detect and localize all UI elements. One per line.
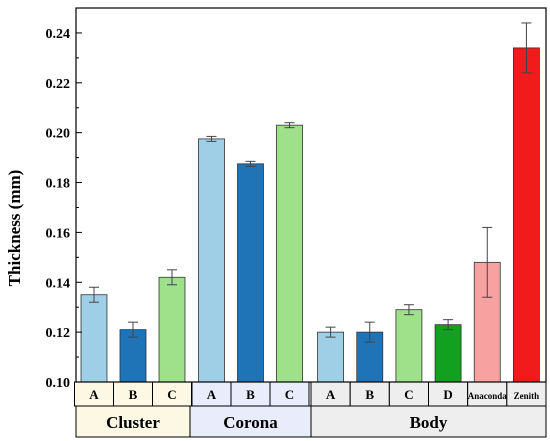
category-label: A: [89, 387, 99, 402]
bar-cluster-b: [119, 329, 147, 383]
y-tick-label: 0.20: [46, 127, 71, 142]
plot-frame: [75, 7, 547, 383]
category-cell: [506, 381, 547, 407]
category-cell: [230, 381, 271, 407]
error-bar: [443, 319, 454, 331]
group-box-corona: [189, 405, 312, 438]
group-backgrounds: [74, 381, 547, 438]
category-cell: [269, 381, 310, 407]
bar-body-a: [317, 331, 344, 383]
bar-corona-a: [198, 138, 225, 383]
group-box-body: [310, 405, 547, 438]
group-label-cluster: Cluster: [106, 413, 160, 432]
category-cell: [388, 381, 430, 407]
y-tick-label: 0.10: [46, 376, 71, 391]
error-bar: [128, 321, 138, 338]
category-label: A: [326, 387, 336, 402]
group-label-body: Body: [410, 413, 448, 432]
bar-body-d: [434, 324, 462, 383]
category-cell: [310, 381, 351, 407]
y-axis-label: Thickness (mm): [5, 170, 24, 287]
y-tick-label: 0.22: [46, 77, 71, 92]
category-label: Zenith: [514, 391, 540, 401]
bar-corona-c: [276, 124, 303, 383]
error-bar: [521, 22, 532, 74]
error-bar: [206, 135, 217, 142]
category-labels: Cluster A B C Corona A B C Body A B C D Anaconda Zenit…: [89, 387, 539, 432]
category-cell: [191, 381, 232, 407]
y-tick-label: 0.16: [46, 226, 71, 241]
bar-corona-b: [237, 163, 264, 383]
axes: 0.10 0.12 0.14 0.16 0.18 0.20 0.22 0.24: [46, 7, 547, 391]
bars: [80, 22, 540, 383]
error-bar: [325, 326, 336, 338]
y-tick-label: 0.14: [46, 276, 71, 291]
category-label: C: [285, 387, 294, 402]
category-cell: [428, 381, 469, 407]
bar-body-c: [395, 309, 423, 383]
error-bar: [364, 321, 375, 343]
category-label: B: [246, 387, 255, 402]
bar-cluster-c: [158, 276, 186, 383]
error-bar: [403, 304, 414, 316]
category-label: D: [443, 387, 452, 402]
error-bar: [284, 122, 295, 129]
bar-cluster-a: [80, 294, 108, 383]
y-tick-label: 0.18: [46, 177, 71, 192]
bar-body-zenith: [513, 47, 540, 383]
error-bar: [167, 269, 177, 286]
y-tick-label: 0.24: [46, 27, 71, 42]
category-label: C: [404, 387, 413, 402]
category-label: B: [129, 387, 138, 402]
error-bar: [89, 286, 99, 303]
y-tick-label: 0.12: [46, 326, 71, 341]
category-cell: [74, 381, 114, 407]
category-label: C: [167, 387, 176, 402]
error-bar: [245, 160, 256, 167]
category-label: A: [207, 387, 217, 402]
category-label: Anaconda: [468, 391, 508, 401]
category-label: B: [365, 387, 374, 402]
group-box-cluster: [75, 405, 191, 438]
group-label-corona: Corona: [223, 413, 278, 432]
error-bar: [482, 226, 493, 298]
